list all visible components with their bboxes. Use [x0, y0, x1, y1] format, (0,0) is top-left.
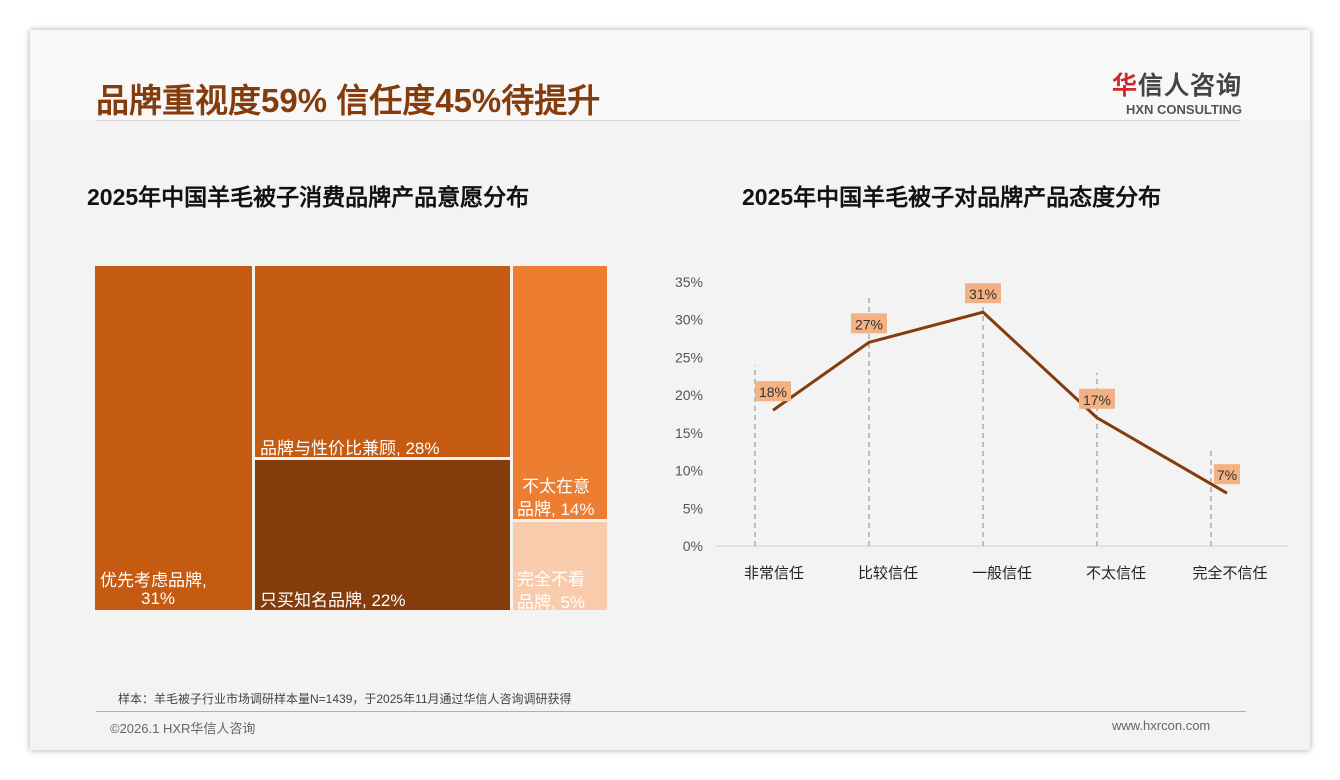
cell-value: 品牌, 5%	[517, 593, 586, 612]
cell-label: 品牌与性价比兼顾, 28%	[260, 439, 440, 458]
treemap-cell-known-brand: 只买知名品牌, 22%	[255, 460, 510, 610]
series-line	[772, 310, 1228, 495]
logo: 华信人咨询 HXN CONSULTING	[1112, 66, 1242, 117]
data-label: 7%	[1217, 467, 1237, 483]
x-tick-label: 完全不信任	[1192, 564, 1267, 582]
header-band	[30, 30, 1310, 120]
y-tick-label: 0%	[683, 538, 703, 554]
treemap-title: 2025年中国羊毛被子消费品牌产品意愿分布	[87, 184, 530, 210]
x-tick-label: 比较信任	[858, 564, 918, 582]
cell-value: 31%	[141, 589, 176, 608]
data-label: 17%	[1083, 392, 1111, 408]
data-label-bg	[965, 283, 1001, 304]
copyright: ©2026.1 HXR华信人咨询	[110, 721, 256, 736]
x-tick-label: 一般信任	[972, 565, 1032, 582]
treemap-cell-not-care: 不太在意 品牌, 14%	[513, 266, 607, 519]
cell-label: 只买知名品牌, 22%	[260, 591, 406, 610]
page-title: 品牌重视度59% 信任度45%待提升	[96, 82, 601, 119]
y-tick-label: 25%	[675, 349, 703, 365]
footer-divider	[96, 711, 1246, 712]
line-chart-title: 2025年中国羊毛被子对品牌产品态度分布	[742, 184, 1162, 210]
x-tick-label: 不太信任	[1086, 565, 1146, 582]
y-tick-label: 10%	[675, 463, 703, 479]
data-label-bg	[1079, 388, 1115, 409]
slide: 品牌重视度59% 信任度45%待提升 华信人咨询 HXN CONSULTING …	[30, 30, 1310, 750]
data-label-bg	[1214, 464, 1240, 485]
y-tick-label: 15%	[675, 425, 703, 441]
treemap-cell-ignore: 完全不看 品牌, 5%	[513, 522, 607, 612]
cell-label: 不太在意	[522, 477, 590, 496]
data-label-bg	[755, 381, 791, 402]
logo-en: HXN CONSULTING	[1125, 102, 1243, 117]
y-tick-label: 30%	[675, 312, 703, 328]
website-url: www.hxrcon.com	[1112, 718, 1211, 733]
line-chart: 0% 5% 10% 15% 20% 25% 30% 35% 非常信任 比较信任 一般信任 不太信任 完全…	[675, 274, 1288, 582]
y-tick-label: 5%	[683, 500, 703, 516]
x-tick-label: 非常信任	[744, 565, 804, 582]
data-label: 31%	[969, 286, 997, 302]
logo-mark: 华	[1112, 72, 1139, 100]
data-label-bg	[851, 313, 887, 334]
logo-text: 信人咨询	[1138, 72, 1243, 100]
divider	[96, 120, 1240, 121]
cell-label: 完全不看	[517, 570, 585, 589]
treemap-cell-prefer-brand: 优先考虑品牌, 31%	[95, 266, 252, 610]
y-tick-label: 35%	[675, 274, 703, 290]
cell-value: 品牌, 14%	[517, 500, 595, 519]
y-tick-label: 20%	[675, 387, 703, 403]
data-label: 18%	[759, 384, 787, 400]
data-label: 27%	[855, 316, 883, 332]
sample-note: 样本：羊毛被子行业市场调研样本量N=1439，于2025年11月通过华信人咨询调…	[118, 692, 572, 706]
treemap-cell-balance: 品牌与性价比兼顾, 28%	[255, 266, 510, 458]
cell-label: 优先考虑品牌,	[100, 571, 207, 590]
